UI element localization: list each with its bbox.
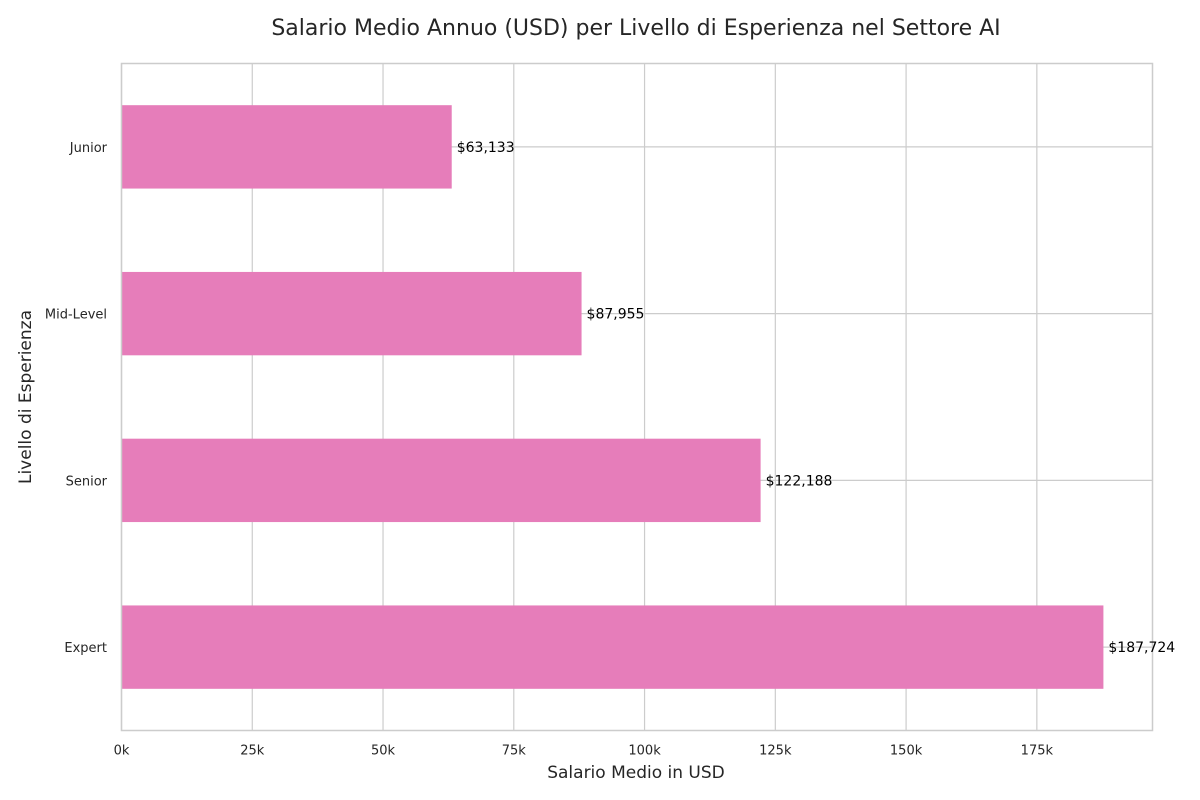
bar-value-label: $87,955	[587, 307, 645, 323]
bars	[121, 105, 1104, 689]
x-tick-label: 75k	[502, 744, 527, 759]
x-tick-label: 25k	[240, 744, 265, 759]
y-tick-label: Senior	[66, 474, 108, 489]
bar-value-label: $122,188	[766, 473, 833, 489]
chart-title: Salario Medio Annuo (USD) per Livello di…	[271, 16, 1000, 41]
x-tick-label: 125k	[759, 744, 792, 759]
bar-value-label: $63,133	[457, 140, 515, 156]
x-tick-label: 100k	[628, 744, 661, 759]
y-tick-label: Junior	[69, 141, 108, 156]
x-tick-label: 50k	[371, 744, 396, 759]
x-tick-label: 0k	[114, 744, 130, 759]
bar-value-label: $187,724	[1108, 640, 1175, 656]
y-axis-label: Livello di Esperienza	[16, 310, 36, 484]
bar	[121, 438, 761, 523]
bar	[121, 605, 1104, 689]
x-axis-label: Salario Medio in USD	[547, 763, 725, 783]
plot-frame	[120, 62, 1154, 732]
bar	[121, 271, 582, 356]
bar	[121, 105, 452, 189]
y-tick-label: Mid-Level	[45, 308, 107, 323]
x-tick-label: 150k	[890, 744, 923, 759]
labels: 0k 25k 50k 75k 100k 125k 150k 175k Junior $63,133…	[45, 140, 1175, 759]
y-tick-label: Expert	[64, 641, 107, 656]
x-tick-label: 175k	[1021, 744, 1054, 759]
